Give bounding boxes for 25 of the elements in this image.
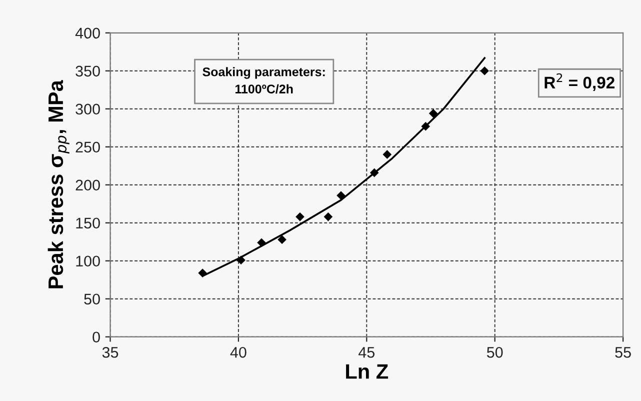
- point: [296, 212, 304, 221]
- y-tick-label: 0: [92, 332, 100, 343]
- x-tick-label: 50: [486, 346, 503, 358]
- point: [336, 191, 346, 200]
- x-tick-label: 55: [615, 347, 631, 358]
- x-axis-title: Ln Z: [346, 364, 388, 379]
- y-tick-label: 250: [76, 142, 100, 153]
- annotation: R$^{2}$ = 0,92: [544, 73, 614, 91]
- x-tick-label: 35: [102, 346, 118, 358]
- x-tick-label: 40: [230, 346, 246, 358]
- y-tick-label: 400: [75, 28, 100, 39]
- y-tick-label: 150: [76, 218, 100, 229]
- y-tick-label: 200: [76, 180, 100, 191]
- y-tick-label: 50: [84, 294, 100, 305]
- y-tick-label: 350: [76, 66, 100, 77]
- y-tick-label: 300: [76, 104, 100, 115]
- point: [383, 150, 392, 159]
- y-tick-label: 100: [76, 256, 100, 267]
- y-axis-title: Peak stress σ$_{pp}$, MPa: [48, 80, 70, 288]
- annotation: Soaking parameters: 1100ºC/2h: [202, 67, 325, 94]
- point: [480, 66, 489, 76]
- point: [324, 212, 332, 221]
- point: [278, 235, 286, 244]
- point: [429, 109, 438, 118]
- x-tick-label: 45: [358, 347, 375, 358]
